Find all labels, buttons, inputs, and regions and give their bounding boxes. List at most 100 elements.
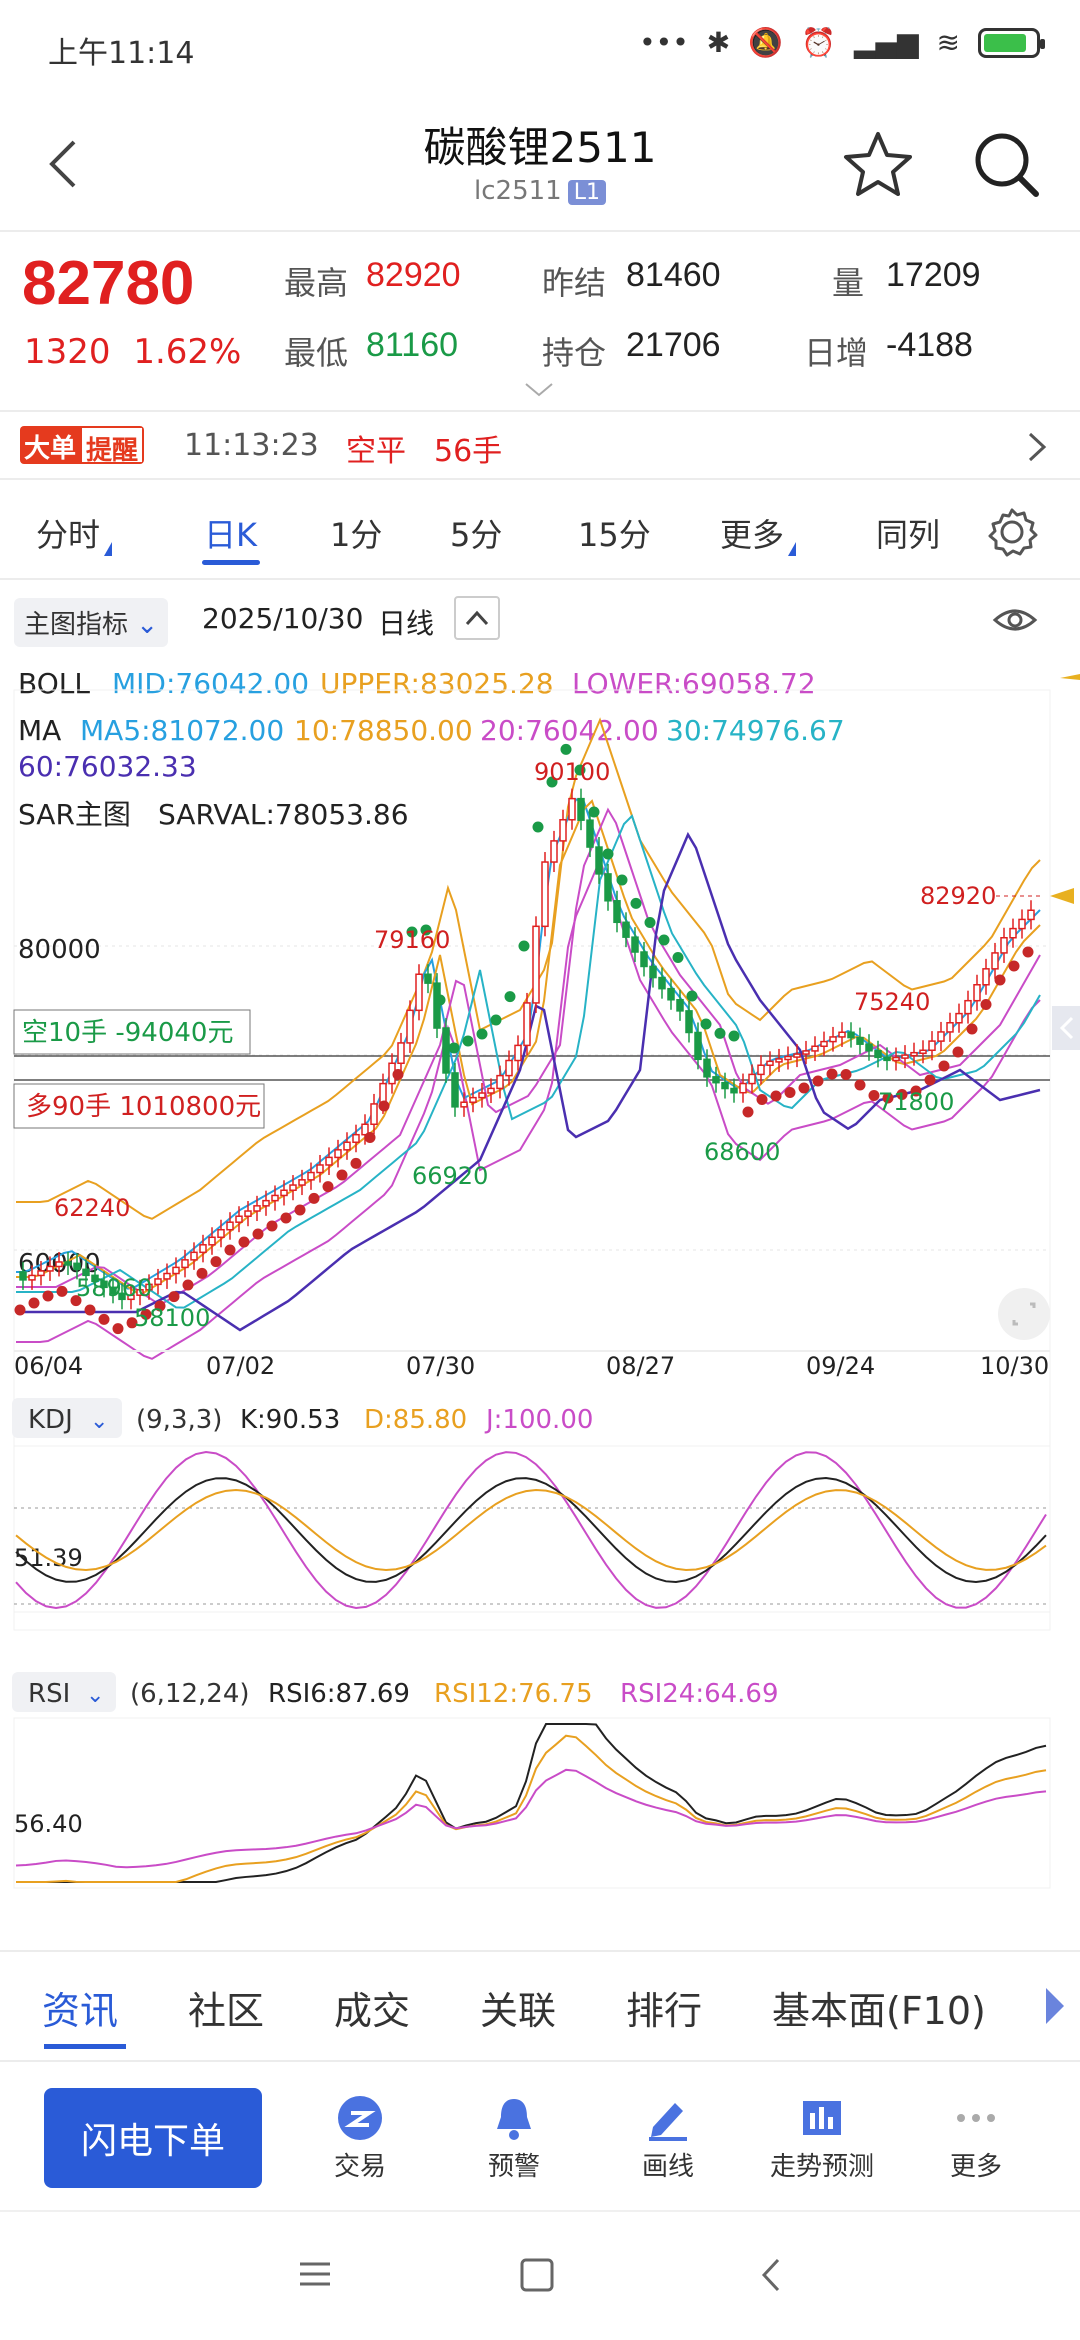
candle-body bbox=[973, 984, 981, 1002]
rsi-dropdown[interactable] bbox=[12, 1672, 116, 1712]
rsi-lines bbox=[15, 1723, 1047, 1883]
side-panel-handle[interactable] bbox=[1052, 1006, 1080, 1050]
kdj-d-line bbox=[15, 1488, 1047, 1572]
candle-body bbox=[361, 1123, 369, 1136]
candle-body bbox=[757, 1064, 765, 1076]
candle-body bbox=[883, 1056, 891, 1062]
news-active-indicator bbox=[44, 2044, 126, 2049]
star-icon bbox=[844, 132, 912, 196]
candle-body bbox=[919, 1049, 927, 1055]
tab-news[interactable]: 资讯 bbox=[42, 1989, 119, 2033]
tab-community[interactable]: 社区 bbox=[188, 1989, 265, 2033]
tab-5min[interactable]: 5分 bbox=[450, 516, 503, 554]
back-nav-icon[interactable] bbox=[752, 2256, 792, 2296]
sar-dot bbox=[1008, 960, 1020, 972]
alert-label: 预警 bbox=[487, 2152, 540, 2182]
candle-body bbox=[559, 819, 567, 842]
candle-body bbox=[703, 1058, 711, 1078]
candle-body bbox=[109, 1286, 117, 1295]
candle-body bbox=[856, 1036, 864, 1045]
main-indicator-label: 主图指标 bbox=[24, 610, 129, 640]
tab-timeshare[interactable]: 分时 bbox=[36, 510, 113, 556]
rsi-params: (6,12,24) bbox=[130, 1679, 250, 1709]
candle-body bbox=[595, 846, 603, 875]
scroll-right-icon[interactable] bbox=[1046, 1988, 1064, 2024]
dropdown-corner-icon bbox=[104, 542, 113, 556]
candle-body bbox=[181, 1259, 189, 1269]
tab-1min[interactable]: 1分 bbox=[330, 516, 383, 554]
main-indicator-dropdown[interactable]: 主图指标 ⌄ bbox=[14, 598, 169, 647]
tab-trades[interactable]: 成交 bbox=[334, 1989, 411, 2033]
sar-dot bbox=[294, 1204, 306, 1216]
short-position-box[interactable] bbox=[13, 1009, 251, 1055]
last-price: 82780 bbox=[22, 249, 195, 318]
tab-ranking[interactable]: 排行 bbox=[626, 1989, 703, 2033]
kdj-k: K:90.53 bbox=[240, 1405, 340, 1435]
low-value: 81160 bbox=[366, 326, 459, 364]
candle-body bbox=[829, 1036, 837, 1043]
menu-icon[interactable] bbox=[296, 2256, 336, 2296]
sar-dot bbox=[938, 1060, 950, 1072]
candle-body bbox=[46, 1265, 54, 1272]
visibility-toggle[interactable] bbox=[992, 600, 1038, 640]
sar-dot bbox=[798, 1082, 810, 1094]
candle-body bbox=[910, 1051, 918, 1057]
tab-more-label: 更多 bbox=[720, 516, 785, 554]
search-button[interactable] bbox=[966, 124, 1046, 204]
long-position-box[interactable] bbox=[13, 1083, 265, 1129]
candle-body bbox=[631, 936, 639, 953]
trade-button[interactable]: 交易 bbox=[290, 2090, 430, 2183]
candle-body bbox=[667, 987, 675, 1001]
more-label: 更多 bbox=[949, 2152, 1002, 2182]
candle-body bbox=[685, 1010, 693, 1034]
alert-button[interactable]: 预警 bbox=[444, 2090, 584, 2183]
rsi-level: 56.40 bbox=[14, 1810, 83, 1838]
candle-body bbox=[964, 999, 972, 1015]
chevron-down-icon[interactable] bbox=[524, 380, 554, 400]
candle-body bbox=[568, 797, 576, 821]
sar-dot bbox=[126, 1317, 138, 1329]
candle-body bbox=[325, 1156, 333, 1166]
back-button[interactable] bbox=[36, 128, 96, 200]
change-value: 1320 bbox=[24, 332, 111, 372]
big-order-alert[interactable]: 大单 提醒 11:13:23 空平 56手 bbox=[0, 412, 1080, 480]
candle-body bbox=[28, 1274, 36, 1281]
collapse-legend-button[interactable] bbox=[454, 596, 500, 640]
tab-daily-k[interactable]: 日K bbox=[204, 516, 257, 554]
eye-icon bbox=[992, 609, 1038, 631]
fullscreen-icon[interactable] bbox=[998, 1288, 1050, 1340]
home-icon[interactable] bbox=[518, 2256, 558, 2296]
settings-gear-icon[interactable] bbox=[984, 504, 1040, 560]
tab-15min[interactable]: 15分 bbox=[578, 516, 651, 554]
sar-dot bbox=[826, 1068, 838, 1080]
candle-body bbox=[874, 1050, 882, 1059]
candle-body bbox=[478, 1092, 486, 1099]
draw-line-button[interactable]: 画线 bbox=[598, 2090, 738, 2183]
tab-related[interactable]: 关联 bbox=[480, 1989, 557, 2033]
tab-same-column[interactable]: 同列 bbox=[876, 516, 941, 554]
chevron-up-icon bbox=[465, 610, 489, 626]
sar-dot bbox=[420, 924, 432, 936]
kdj-dropdown[interactable] bbox=[12, 1398, 122, 1438]
flash-order-button[interactable]: 闪电下单 bbox=[44, 2088, 262, 2188]
rsi12-value: RSI12:76.75 bbox=[434, 1679, 593, 1709]
open-interest-label: 持仓 bbox=[542, 334, 607, 372]
candle-body bbox=[37, 1270, 45, 1277]
candle-body bbox=[253, 1205, 261, 1212]
more-button[interactable]: 更多 bbox=[906, 2090, 1046, 2183]
info-tabs: 资讯 社区 成交 关联 排行 基本面(F10) bbox=[0, 1950, 1080, 2056]
sar-dot bbox=[812, 1075, 824, 1087]
kline-chart[interactable]: BOLL MID:76042.00 UPPER:83025.28 LOWER:6… bbox=[0, 650, 1080, 1950]
trend-forecast-button[interactable]: 走势预测 bbox=[752, 2090, 892, 2183]
sar-dot bbox=[280, 1212, 292, 1224]
favorite-button[interactable] bbox=[838, 124, 918, 204]
sar-dot bbox=[392, 1069, 404, 1080]
tab-more[interactable]: 更多 bbox=[720, 510, 797, 556]
candle-body bbox=[901, 1054, 909, 1059]
rsi24-line bbox=[15, 1768, 1047, 1869]
more-dots-icon: ••• bbox=[639, 26, 689, 59]
sar-dot bbox=[28, 1297, 40, 1309]
tab-fundamentals[interactable]: 基本面(F10) bbox=[772, 1989, 986, 2033]
sar-dot bbox=[14, 1304, 26, 1316]
candle-body bbox=[127, 1294, 135, 1301]
